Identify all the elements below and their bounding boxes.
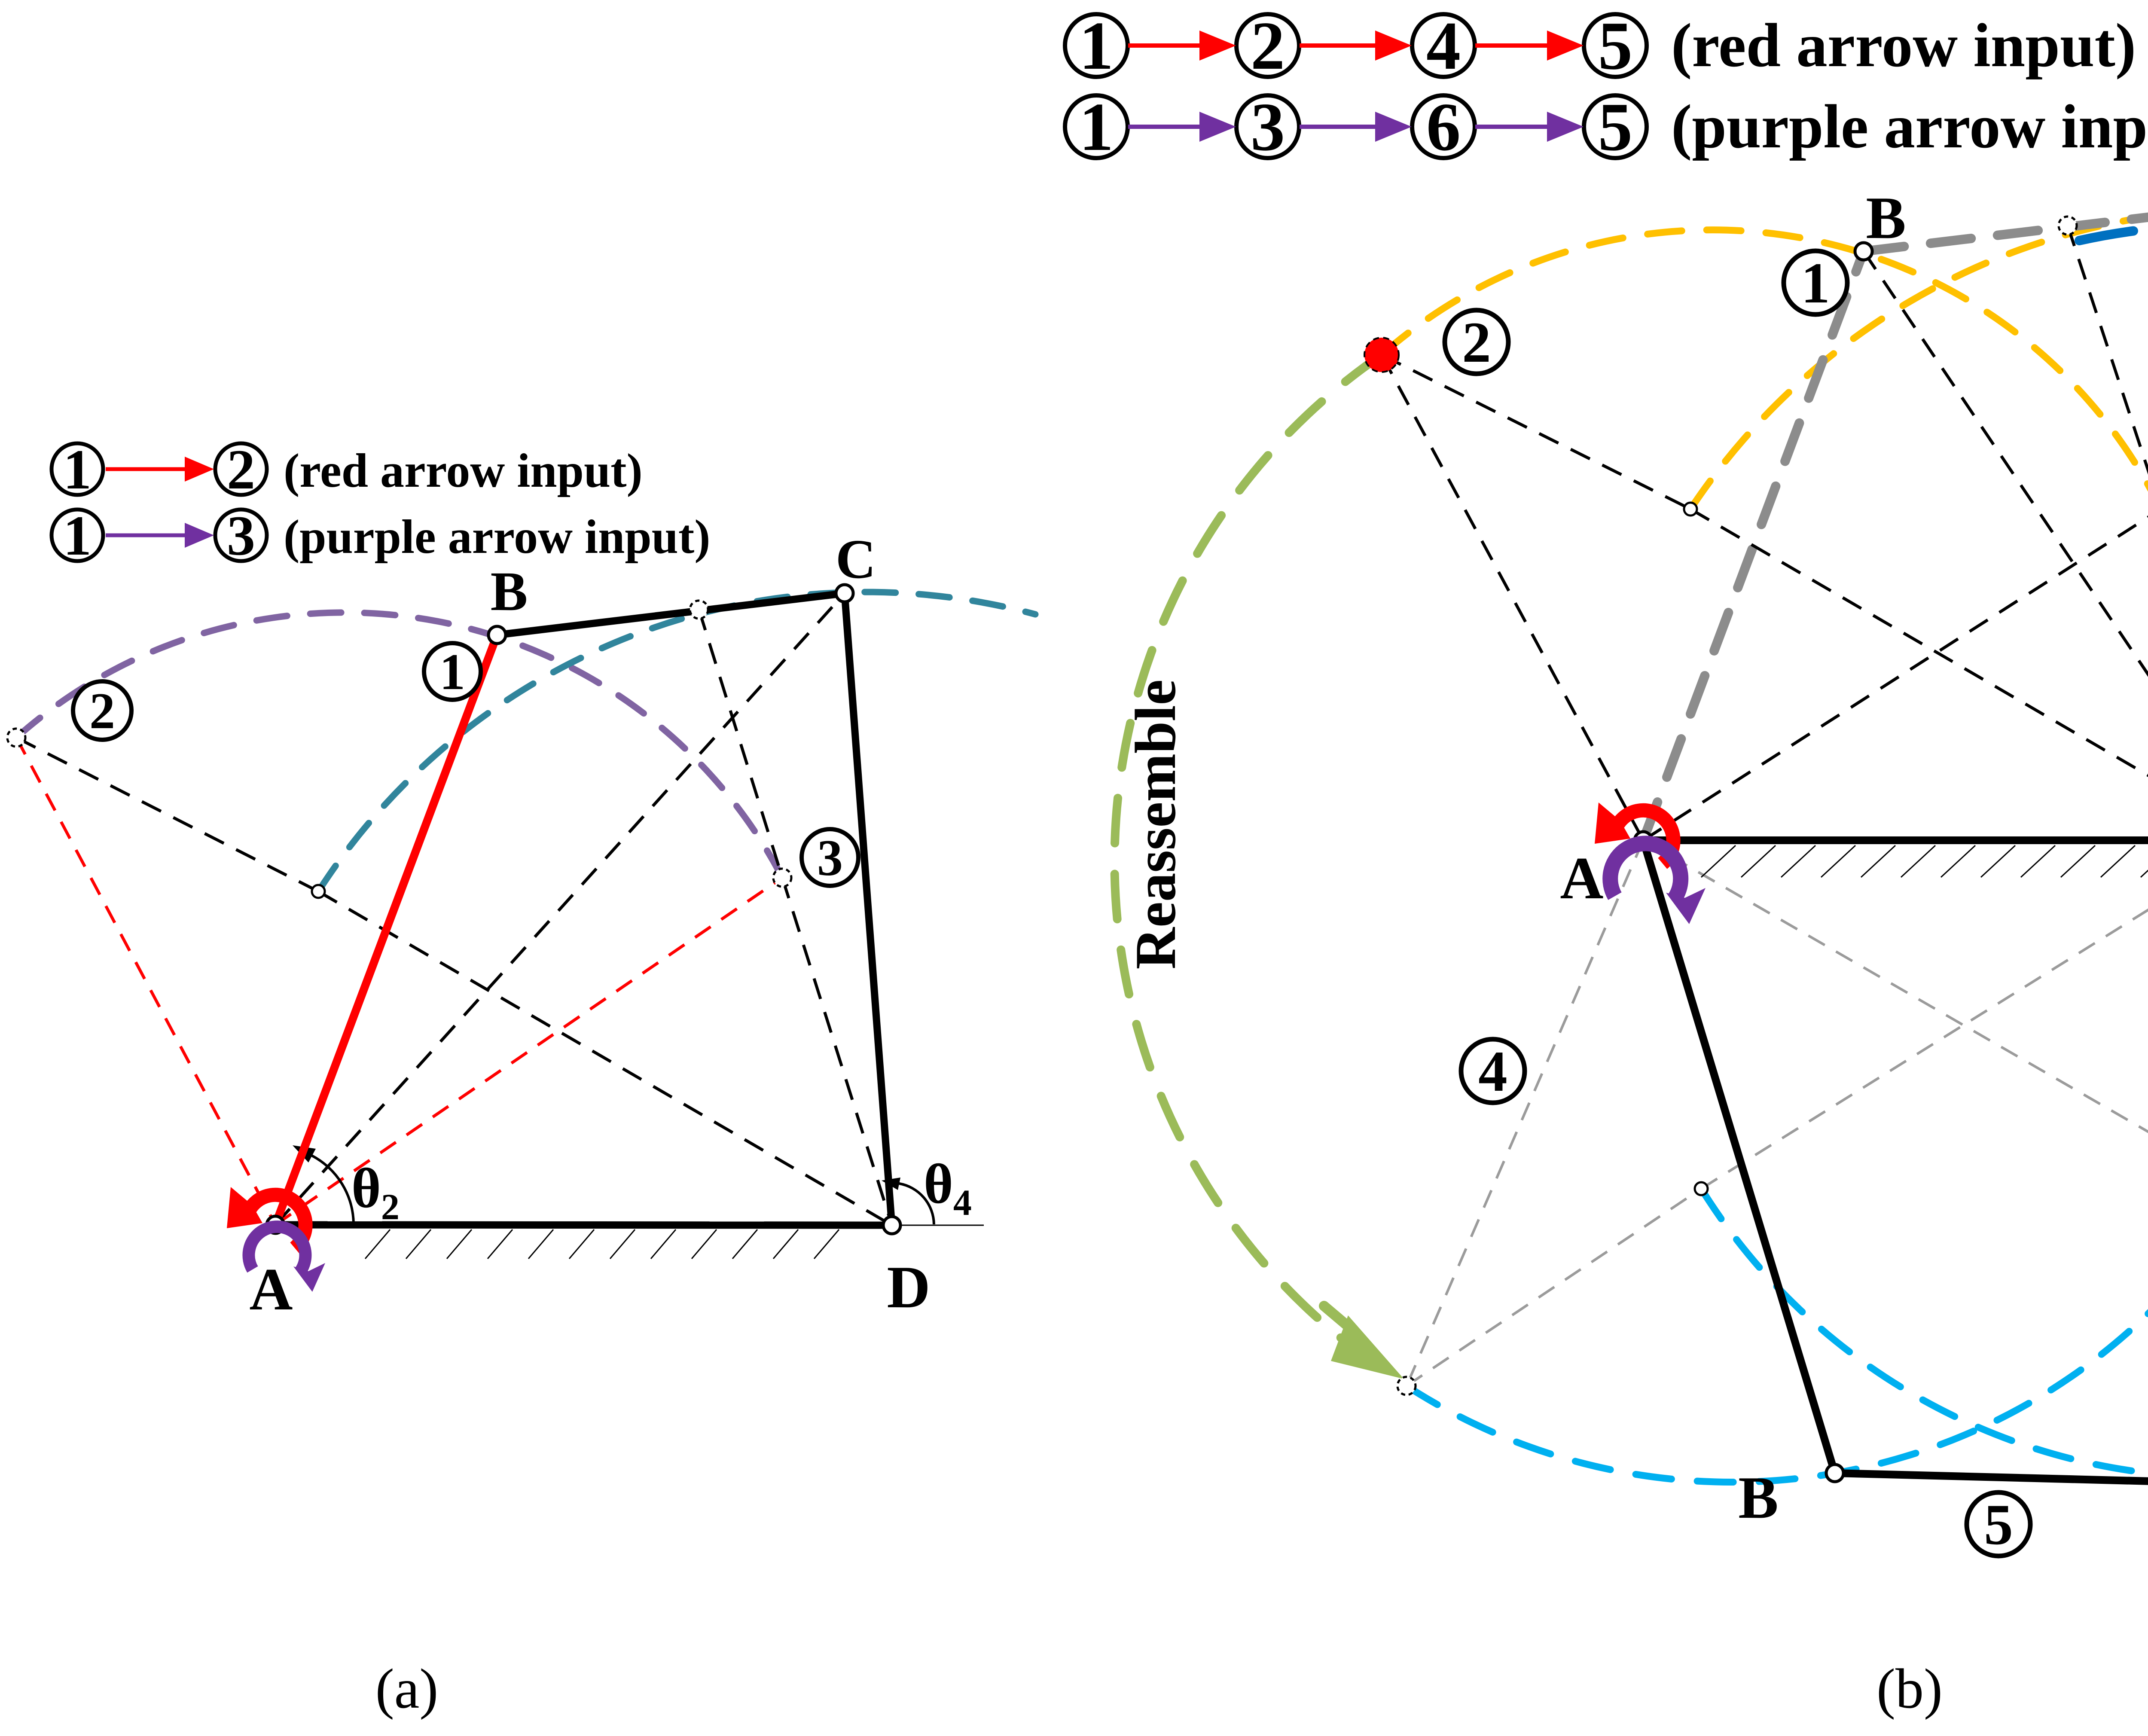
svg-text:3: 3	[817, 829, 843, 886]
svg-text:(red arrow input): (red arrow input)	[1671, 11, 2136, 80]
svg-text:1: 1	[1079, 88, 1114, 165]
svg-text:2: 2	[227, 438, 255, 501]
svg-text:1: 1	[1079, 7, 1114, 84]
svg-text:(purple arrow input): (purple arrow input)	[1671, 92, 2148, 161]
svg-text:D: D	[887, 1254, 930, 1321]
svg-text:1: 1	[63, 504, 92, 567]
svg-text:3: 3	[227, 504, 255, 567]
svg-text:4: 4	[1426, 7, 1461, 84]
svg-text:B: B	[1738, 1464, 1778, 1531]
svg-text:6: 6	[1426, 88, 1461, 165]
svg-text:B: B	[1866, 185, 1906, 251]
svg-text:2: 2	[1251, 7, 1285, 84]
svg-text:1: 1	[1801, 251, 1830, 315]
svg-text:2: 2	[1462, 311, 1491, 375]
svg-text:C: C	[2146, 1481, 2148, 1547]
svg-text:(purple arrow input): (purple arrow input)	[284, 510, 711, 564]
svg-text:5: 5	[1984, 1493, 2013, 1557]
svg-text:3: 3	[1251, 88, 1285, 165]
svg-text:A: A	[249, 1256, 293, 1323]
svg-text:1: 1	[63, 438, 92, 501]
svg-text:1: 1	[439, 643, 465, 700]
svg-text:A: A	[1560, 845, 1603, 912]
svg-text:(a): (a)	[375, 1657, 439, 1720]
svg-text:B: B	[491, 561, 528, 622]
svg-text:C: C	[836, 528, 876, 590]
svg-text:5: 5	[1598, 88, 1632, 165]
svg-text:2: 2	[89, 682, 115, 739]
svg-text:4: 4	[1478, 1040, 1507, 1104]
svg-text:(red arrow input): (red arrow input)	[284, 444, 643, 497]
svg-text:Reassemble: Reassemble	[1124, 680, 1188, 970]
svg-text:5: 5	[1598, 7, 1632, 84]
svg-text:(b): (b)	[1876, 1657, 1943, 1720]
